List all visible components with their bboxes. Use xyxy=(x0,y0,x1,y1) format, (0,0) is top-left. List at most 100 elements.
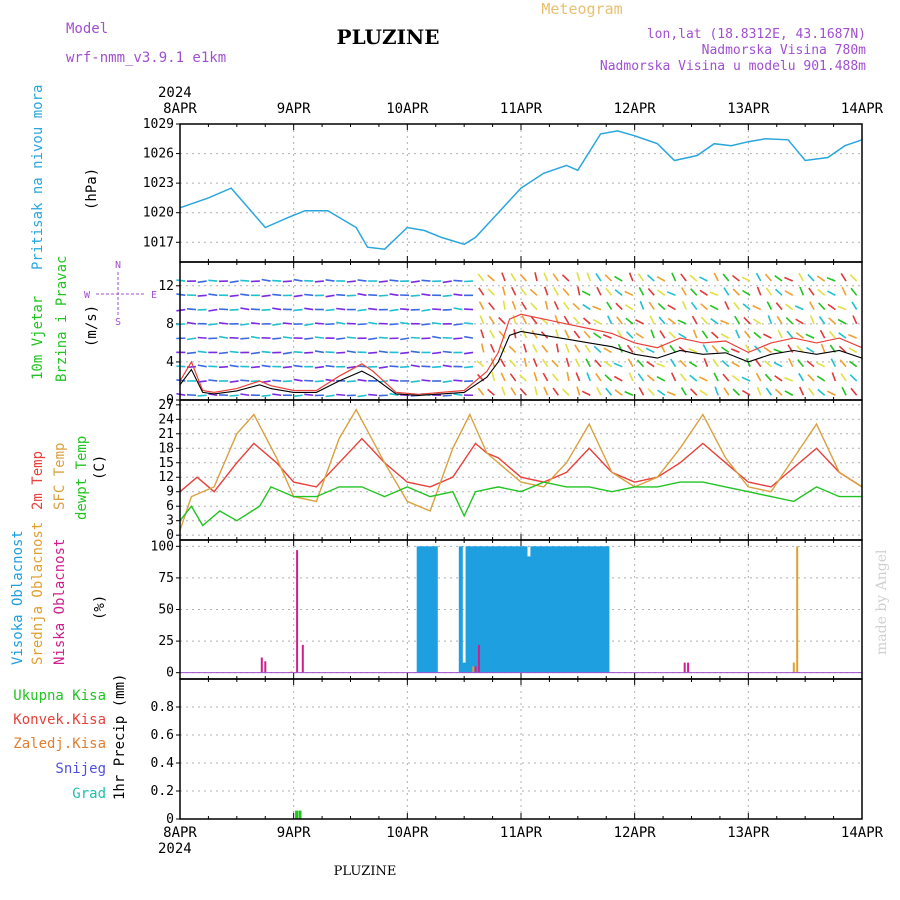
wind-arrow xyxy=(742,303,751,311)
wind-arrow xyxy=(552,273,559,282)
cloud-high-bar xyxy=(426,546,431,673)
wind-arrow xyxy=(849,274,858,282)
wind-arrow xyxy=(805,346,815,354)
wind-arrow xyxy=(499,358,506,368)
cloud-high-bar xyxy=(571,546,576,673)
temp-ytick-label: 3 xyxy=(166,514,174,529)
wind-arrow xyxy=(840,272,847,282)
wind-arrow xyxy=(325,351,335,354)
wind-arrow xyxy=(480,343,485,353)
wind-arrow xyxy=(776,315,783,325)
wind-arrow xyxy=(830,358,837,368)
wind-arrow xyxy=(218,308,229,311)
wind-arrow xyxy=(250,365,260,369)
wind-arrow xyxy=(689,374,698,382)
wind-arrow xyxy=(763,346,772,354)
wind-arrow xyxy=(626,331,634,339)
wind-arrow xyxy=(765,387,773,396)
wind-arrow xyxy=(709,304,719,311)
cloud-high-bar xyxy=(492,546,497,673)
wind-arrow xyxy=(509,373,517,382)
cloud-high-bar xyxy=(475,546,480,673)
wind-arrow xyxy=(712,358,719,368)
wind-arrow xyxy=(510,272,517,282)
wind-arrow xyxy=(604,374,613,382)
wind-arrow xyxy=(820,343,826,353)
top-time-label: 14APR xyxy=(841,101,884,117)
wind-arrow xyxy=(773,348,783,354)
cloud-high-bar xyxy=(598,546,603,673)
pressure-ylabel: Pritisak na nivou mora (hPa) xyxy=(30,85,100,270)
wind-arrow xyxy=(500,372,506,382)
wind-arrow xyxy=(650,329,655,339)
wind-arrow xyxy=(743,316,751,325)
wind-arrow xyxy=(410,350,420,354)
precip-ytick-label: 0 xyxy=(166,812,174,827)
wind-arrow xyxy=(368,321,378,325)
wind-arrow xyxy=(229,364,239,368)
wind-arrow xyxy=(325,364,335,368)
wind-arrow xyxy=(744,344,751,353)
wind-arrow xyxy=(421,323,431,326)
cloud-ytick-label: 25 xyxy=(158,634,174,649)
wind-arrow xyxy=(368,337,378,341)
wind-arrow xyxy=(658,316,666,325)
wind-arrow xyxy=(852,315,858,325)
wind-arrow xyxy=(826,390,836,396)
wind-arrow xyxy=(512,314,517,325)
wind-arrow xyxy=(432,322,442,325)
wind-arrow xyxy=(755,372,762,382)
cloud-mid-bar xyxy=(792,662,795,673)
wind-arrow xyxy=(703,358,709,367)
wind-arrow xyxy=(487,388,495,396)
wind-arrow xyxy=(818,316,826,325)
wind-arrow xyxy=(667,317,676,325)
cloud-high-bar xyxy=(574,546,579,673)
panels: 1017102010231026102904812036912151821242… xyxy=(143,117,863,827)
wind-arrow xyxy=(478,287,485,296)
precip-bar xyxy=(295,810,299,819)
wind-arrow xyxy=(767,315,773,325)
wind-legend-n: N xyxy=(115,260,121,271)
cloud-high-bar xyxy=(584,546,589,673)
wind-arrow xyxy=(564,329,570,339)
wind-arrow xyxy=(542,372,549,382)
wind-arrow xyxy=(520,287,527,296)
wind-arrow xyxy=(849,374,858,382)
wind-arrow xyxy=(520,301,528,311)
wind-arrow xyxy=(325,378,335,382)
wind-arrow xyxy=(745,358,751,368)
cloud-high-bar xyxy=(433,546,438,673)
wind-arrow xyxy=(325,394,335,398)
wind-arrow xyxy=(839,359,847,368)
wind-arrow xyxy=(819,329,826,339)
wind-arrow xyxy=(850,387,858,396)
wind-arrow xyxy=(699,276,708,282)
wind-arrow xyxy=(453,307,463,311)
top-time-label: 9APR xyxy=(277,101,311,117)
wind-arrow xyxy=(282,280,292,283)
wind-arrow xyxy=(576,272,581,282)
wind-arrow xyxy=(741,389,751,396)
top-time-label: 12APR xyxy=(614,101,657,117)
wind-arrow xyxy=(533,372,538,382)
wind-arrow xyxy=(176,293,186,297)
cloud-ylabel-mid: Srednja Oblacnost xyxy=(30,522,46,665)
wind-arrow xyxy=(523,357,528,367)
wind-direction-legend: N S W E xyxy=(84,260,157,328)
wind-arrow xyxy=(564,343,570,353)
precip-ytick-label: 0.6 xyxy=(151,728,174,743)
wind-arrow xyxy=(346,380,356,383)
wind-arrow xyxy=(645,347,655,354)
wind-arrow xyxy=(314,336,324,339)
pressure-ytick-label: 1023 xyxy=(143,176,174,191)
wind-arrow xyxy=(731,374,740,382)
temp-ylabel-unit: (C) xyxy=(92,455,108,480)
wind-arrow xyxy=(722,373,730,382)
wind-arrow xyxy=(378,365,388,369)
wind-arrow xyxy=(796,345,804,353)
wind-arrow xyxy=(635,319,644,325)
wind-arrow xyxy=(176,392,186,397)
wind-arrow xyxy=(606,301,613,311)
wind-arrow xyxy=(657,302,666,311)
